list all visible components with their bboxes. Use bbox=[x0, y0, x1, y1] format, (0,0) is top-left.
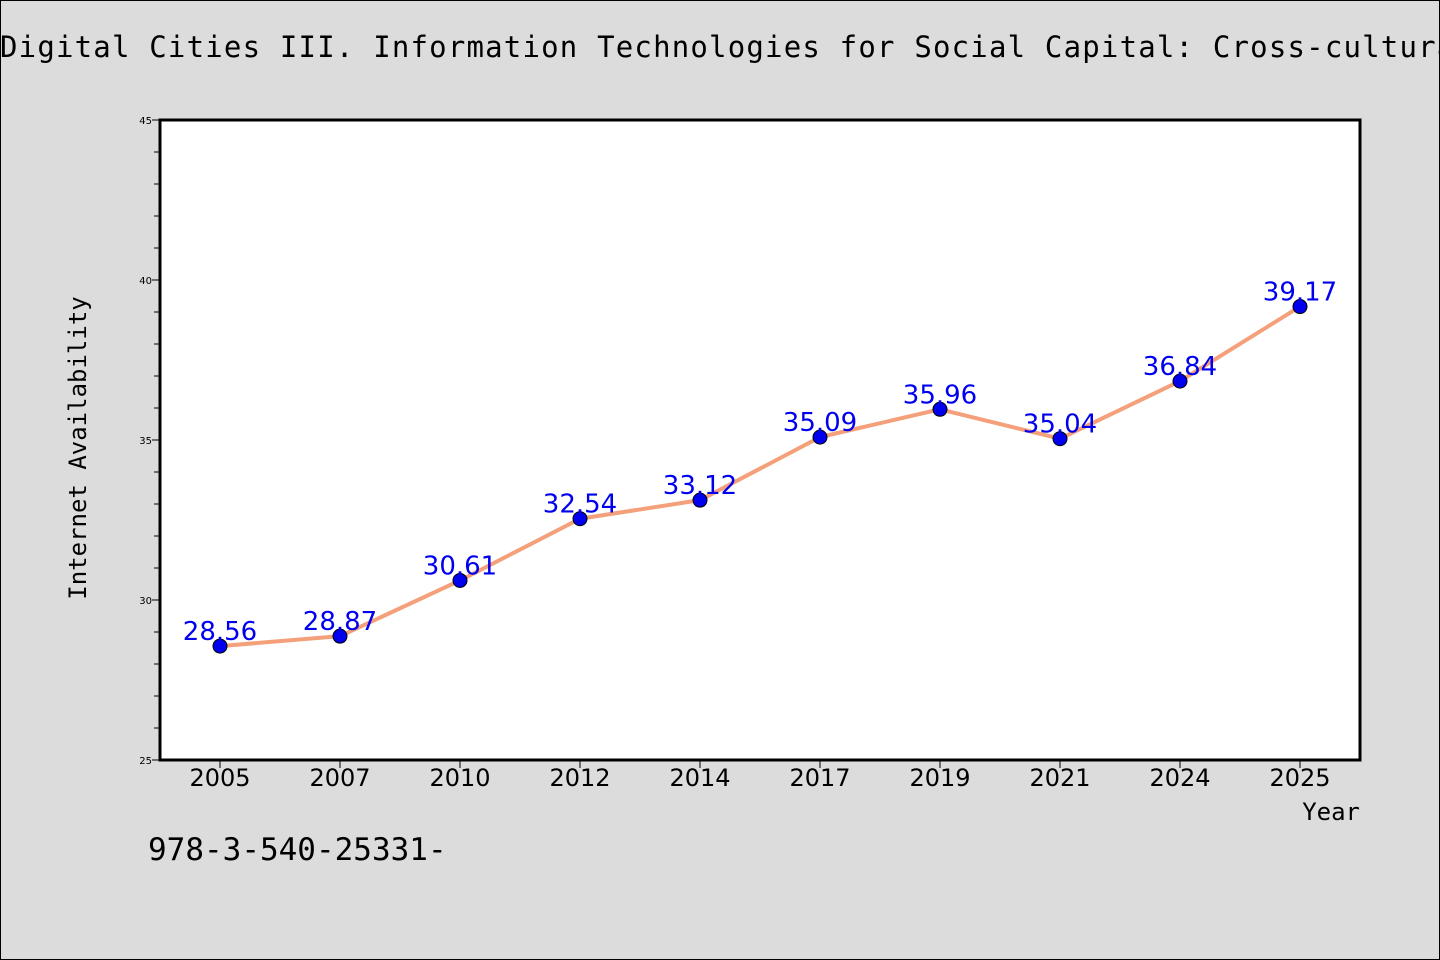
series-line bbox=[219, 304, 1302, 649]
data-point bbox=[692, 492, 708, 508]
data-label: 35.04 bbox=[1023, 410, 1097, 440]
plot-border bbox=[158, 118, 1362, 762]
data-point bbox=[932, 401, 948, 417]
y-tick-label: 35 bbox=[139, 436, 152, 447]
x-tick-label: 2014 bbox=[669, 764, 730, 792]
y-tick-label: 45 bbox=[139, 116, 152, 127]
data-point bbox=[1292, 299, 1308, 315]
y-tick-label: 30 bbox=[139, 596, 152, 607]
y-tick-label: 25 bbox=[139, 756, 152, 767]
x-tick-label: 2019 bbox=[909, 764, 970, 792]
data-point bbox=[572, 511, 588, 527]
x-tick-label: 2021 bbox=[1029, 764, 1090, 792]
x-tick-label: 2010 bbox=[429, 764, 490, 792]
data-point bbox=[332, 628, 348, 644]
data-label: 35.09 bbox=[783, 408, 857, 438]
data-label: 39.17 bbox=[1263, 278, 1337, 308]
data-point bbox=[1052, 431, 1068, 447]
x-tick-label: 2012 bbox=[549, 764, 610, 792]
data-label: 32.54 bbox=[543, 490, 617, 520]
data-label: 28.87 bbox=[303, 607, 377, 637]
data-label: 35.96 bbox=[903, 380, 977, 410]
x-tick-label: 2005 bbox=[189, 764, 250, 792]
data-label: 28.56 bbox=[183, 617, 257, 647]
x-tick-label: 2007 bbox=[309, 764, 370, 792]
plot-area bbox=[160, 120, 1360, 760]
data-label: 33.12 bbox=[663, 471, 737, 501]
footer-note: 978-3-540-25331- bbox=[148, 832, 447, 868]
data-label: 36.84 bbox=[1143, 352, 1217, 382]
y-tick-label: 40 bbox=[139, 276, 152, 287]
y-axis-label: Internet Availability bbox=[64, 296, 92, 599]
x-axis-label: Year bbox=[1302, 798, 1360, 826]
data-point bbox=[1172, 373, 1188, 389]
data-point bbox=[812, 429, 828, 445]
x-axis-ticks: 2005 2007 2010 2012 2014 2017 2019 2021 2024 2025 bbox=[189, 760, 1331, 792]
y-axis-ticks: 25 30 35 40 45 bbox=[139, 116, 160, 767]
x-tick-label: 2017 bbox=[789, 764, 850, 792]
x-tick-label: 2025 bbox=[1269, 764, 1330, 792]
data-labels: 28.56 28.87 30.61 32.54 33.12 35.09 35.96 35.04… bbox=[183, 278, 1337, 648]
data-point bbox=[452, 572, 468, 588]
data-label: 30.61 bbox=[423, 551, 497, 581]
data-point bbox=[212, 638, 228, 654]
series-markers bbox=[212, 299, 1308, 654]
page-title: Digital Cities III. Information Technolo… bbox=[0, 30, 1440, 64]
x-tick-label: 2024 bbox=[1149, 764, 1210, 792]
